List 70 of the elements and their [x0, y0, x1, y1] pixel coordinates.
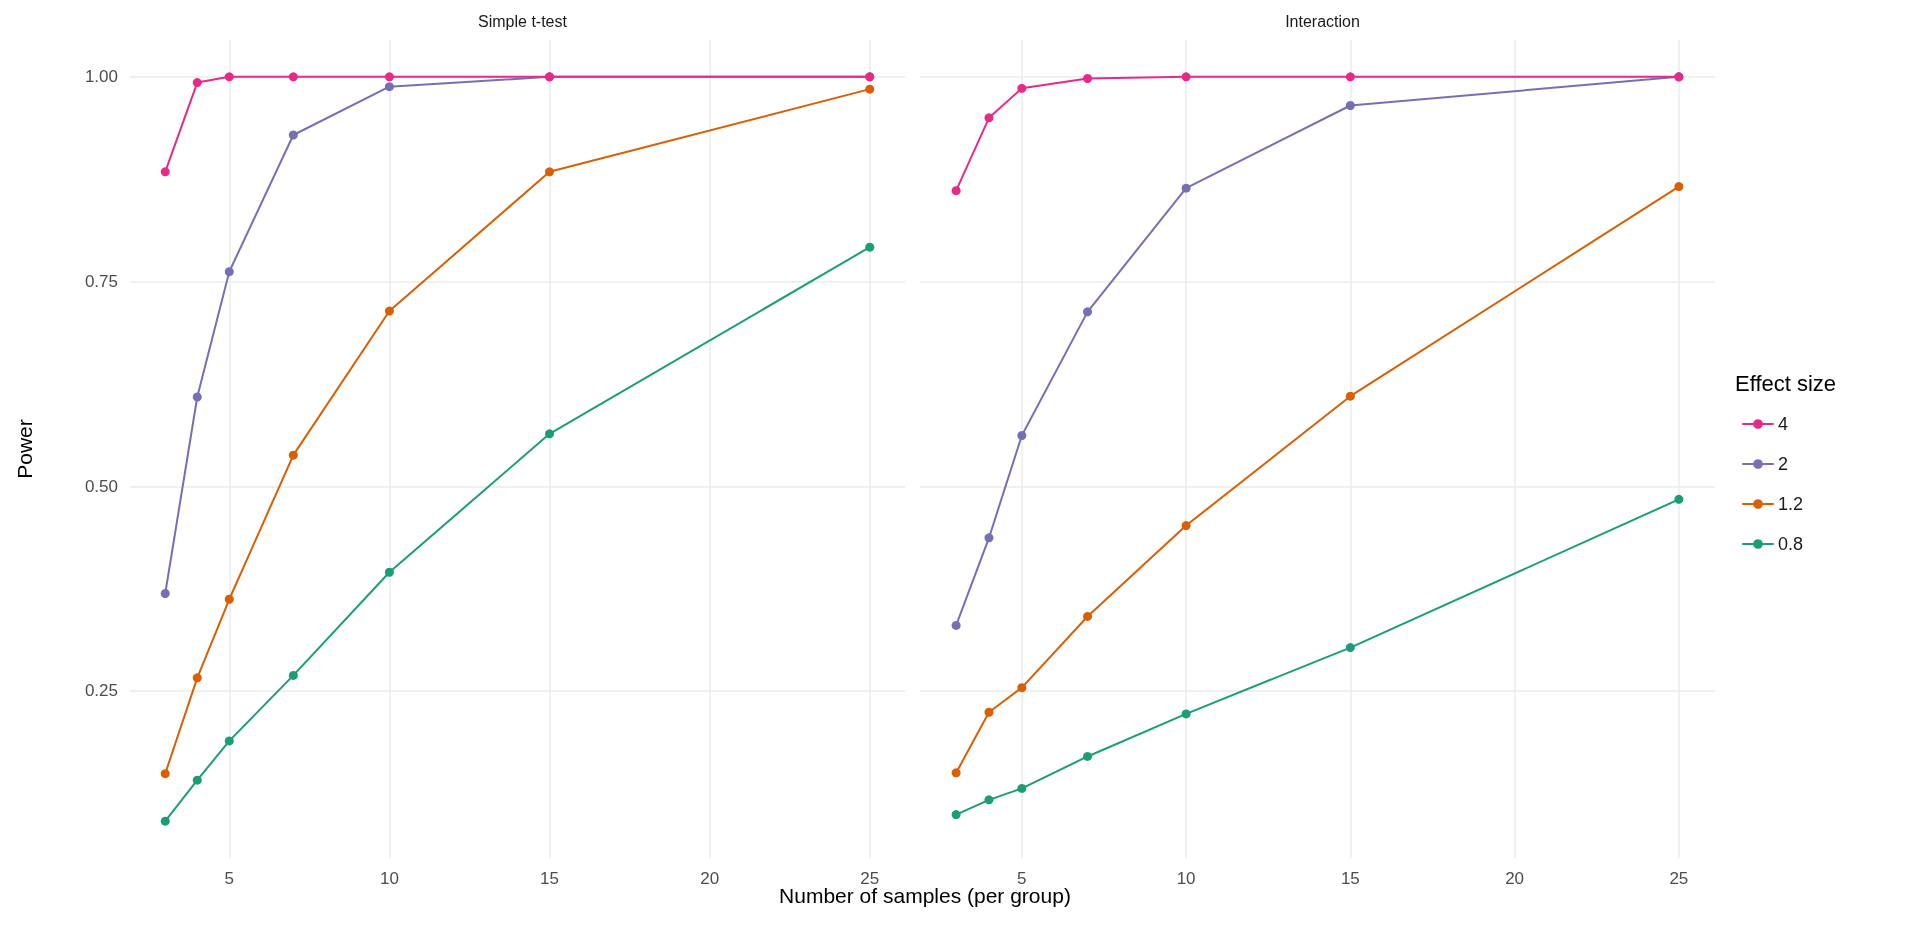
point: [1017, 83, 1027, 93]
point: [288, 450, 298, 460]
chart-title: Interaction: [1285, 12, 1360, 30]
x-tick-label: 15: [540, 869, 559, 888]
point: [1083, 307, 1093, 317]
point: [384, 82, 394, 92]
point: [865, 84, 875, 94]
point: [545, 429, 555, 439]
point: [951, 620, 961, 630]
x-tick-label: 20: [1505, 869, 1525, 888]
point: [1017, 430, 1027, 440]
point: [1181, 709, 1191, 719]
point: [192, 775, 202, 785]
point: [1083, 611, 1093, 621]
x-tick-label: 20: [700, 869, 720, 888]
point: [288, 72, 298, 82]
point: [160, 769, 170, 779]
point: [224, 72, 234, 82]
point: [1083, 751, 1093, 761]
point: [1181, 72, 1191, 82]
point: [1181, 521, 1191, 531]
y-tick-label: 1.00: [84, 67, 118, 87]
point: [288, 670, 298, 680]
point: [288, 130, 298, 140]
point: [984, 113, 994, 123]
y-tick-label: 0.75: [84, 272, 118, 292]
point: [951, 186, 961, 196]
point: [1345, 101, 1355, 110]
point: [384, 567, 394, 577]
legend-label: 1.2: [1778, 494, 1804, 514]
point: [1017, 683, 1027, 693]
y-tick-label: 0.50: [84, 476, 118, 496]
point: [160, 167, 170, 177]
x-tick-label: 10: [1176, 869, 1196, 888]
legend-label: 2: [1778, 454, 1789, 474]
point: [984, 707, 994, 717]
y-tick-label: 0.25: [84, 681, 118, 701]
point: [160, 816, 170, 826]
point: [1017, 783, 1027, 793]
x-tick-label: 10: [379, 869, 399, 888]
legend-label: 0.8: [1778, 534, 1804, 554]
point: [1181, 183, 1191, 193]
point: [1345, 391, 1355, 401]
legend-title: Effect size: [1735, 370, 1837, 396]
point: [384, 72, 394, 82]
point: [1674, 494, 1684, 504]
point: [160, 589, 170, 599]
point: [865, 242, 875, 252]
point: [384, 306, 394, 316]
point: [1083, 73, 1093, 83]
x-tick-label: 25: [1669, 869, 1689, 888]
point: [1345, 72, 1355, 82]
point: [192, 392, 202, 402]
point: [224, 594, 234, 604]
point: [984, 533, 994, 543]
x-tick-label: 15: [1340, 869, 1360, 888]
x-tick-label: 5: [224, 869, 235, 888]
point: [224, 267, 234, 277]
point: [192, 673, 202, 683]
point: [951, 768, 961, 778]
legend-label: 4: [1778, 414, 1789, 434]
chart-title: Simple t-test: [478, 12, 568, 30]
y-axis-title: Power: [13, 419, 36, 479]
point: [545, 167, 555, 177]
point: [224, 736, 234, 746]
point: [951, 810, 961, 820]
point: [1345, 643, 1355, 653]
point: [1674, 182, 1684, 192]
point: [192, 78, 202, 88]
point: [984, 795, 994, 805]
